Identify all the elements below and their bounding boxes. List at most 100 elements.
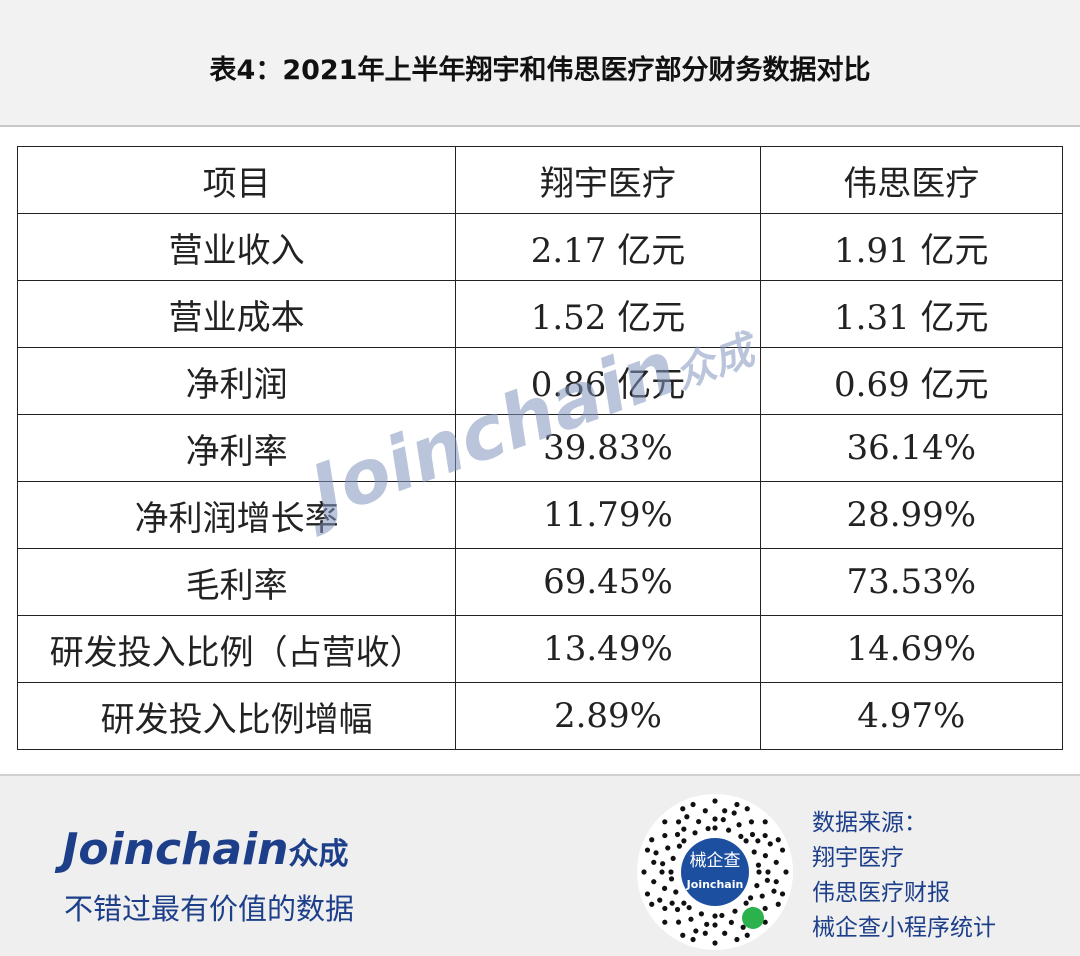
qr-dot [734, 801, 740, 808]
qr-dot [748, 819, 755, 825]
logo-text: Joinchain [62, 824, 289, 875]
qr-dot [675, 819, 682, 825]
qr-dot [696, 818, 702, 825]
qr-dot [764, 877, 770, 883]
column-header: 翔宇医疗 [455, 146, 761, 214]
footer: Joinchain众成 不错过最有价值的数据 械企查 Joinchain 数据来… [0, 774, 1080, 956]
qr-dot [712, 825, 718, 831]
column-header: 伟思医疗 [759, 146, 1064, 214]
qr-dot [736, 822, 742, 828]
table-row: 毛利率 69.45% 73.53% [16, 548, 1064, 616]
qr-dot [698, 911, 705, 917]
cell: 11.79% [455, 481, 761, 549]
qr-dot [665, 845, 671, 851]
source-line: 伟思医疗财报 [812, 880, 950, 906]
qr-dot [681, 838, 687, 844]
cell: 1.52 亿元 [455, 280, 761, 348]
qr-dot [762, 919, 768, 925]
qr-dot [674, 906, 681, 913]
qr-dot [702, 930, 708, 936]
qr-dot [653, 850, 659, 856]
qr-dot [662, 905, 668, 912]
table-row: 净利润 0.86 亿元 0.69 亿元 [16, 347, 1064, 415]
qr-dot [756, 869, 762, 875]
qr-dot [775, 901, 781, 907]
qr-dot [693, 928, 699, 934]
qr-dot [651, 859, 657, 865]
qr-dot [675, 919, 682, 925]
cell: 39.83% [455, 414, 761, 482]
qr-dot [680, 932, 686, 938]
qr-dot [686, 904, 692, 911]
qr-dot [722, 808, 728, 814]
qr-dot [641, 869, 647, 875]
tagline: 不错过最有价值的数据 [64, 892, 355, 926]
qr-dot [649, 901, 655, 907]
qr-dot [669, 900, 675, 906]
qr-dot [662, 819, 668, 825]
qr-dot [759, 893, 765, 899]
qr-dot [681, 900, 687, 906]
qr-dot [670, 855, 676, 862]
qr-dot [734, 936, 740, 943]
table-row: 研发投入比例（占营收） 13.49% 14.69% [16, 615, 1064, 683]
data-table: 项目 翔宇医疗 伟思医疗 营业收入 2.17 亿元 1.91 亿元 营业成本 1.52 亿元 1… [16, 146, 1064, 750]
qr-dot [712, 922, 718, 928]
qr-dot [680, 806, 686, 812]
source-line: 翔宇医疗 [812, 845, 904, 871]
qr-dot [704, 921, 710, 927]
qr-dot [651, 879, 657, 885]
qr-dot [754, 882, 760, 889]
qr-dot [681, 826, 687, 832]
qr-dot [732, 908, 738, 914]
table-row: 营业成本 1.52 亿元 1.31 亿元 [16, 280, 1064, 348]
qr-dot [779, 847, 786, 853]
row-label: 净利率 [16, 414, 457, 482]
qr-dot [644, 891, 651, 897]
qr-dot [775, 837, 781, 843]
qr-dot [659, 869, 665, 875]
header: 表4：2021年上半年翔宇和伟思医疗部分财务数据对比 [0, 0, 1080, 127]
cell: 1.31 亿元 [759, 280, 1064, 348]
qr-dot [725, 827, 732, 833]
table-row: 营业收入 2.17 亿元 1.91 亿元 [16, 213, 1064, 281]
cell: 13.49% [455, 615, 761, 683]
table-row: 研发投入比例增幅 2.89% 4.97% [16, 682, 1064, 750]
qr-label: 械企查 [690, 851, 741, 871]
row-label: 毛利率 [16, 548, 457, 616]
wechat-icon [742, 907, 764, 929]
cell: 73.53% [759, 548, 1064, 616]
qr-dot [657, 897, 663, 903]
cell: 0.69 亿元 [759, 347, 1064, 415]
qr-dot [762, 832, 768, 839]
row-label: 营业收入 [16, 213, 457, 281]
qr-dot [740, 924, 746, 930]
row-label: 研发投入比例（占营收） [16, 615, 457, 683]
qr-dot [712, 940, 718, 946]
qr-dot [771, 888, 777, 894]
qr-dot [668, 869, 674, 875]
table-row: 净利率 39.83% 36.14% [16, 414, 1064, 482]
qr-dot [644, 847, 651, 853]
qr-dot [749, 831, 756, 838]
cell: 28.99% [759, 481, 1064, 549]
qr-dot [662, 832, 668, 839]
logo-cn: 众成 [288, 837, 349, 872]
qr-dot [662, 919, 668, 925]
row-label: 研发投入比例增幅 [16, 682, 457, 750]
qr-dot [755, 862, 762, 868]
qr-dot [702, 808, 708, 814]
source-line: 数据来源： [812, 810, 927, 836]
qr-dot [719, 912, 725, 919]
qr-code: 械企查 Joinchain [637, 794, 793, 950]
cell: 69.45% [455, 548, 761, 616]
qr-dot [668, 876, 675, 882]
qr-dot [755, 838, 761, 844]
qr-dot [690, 801, 696, 808]
qr-brand: Joinchain [686, 878, 744, 891]
qr-dot [661, 885, 668, 891]
qr-dot [747, 895, 754, 901]
qr-dot [728, 919, 734, 926]
qr-dot [765, 869, 771, 875]
